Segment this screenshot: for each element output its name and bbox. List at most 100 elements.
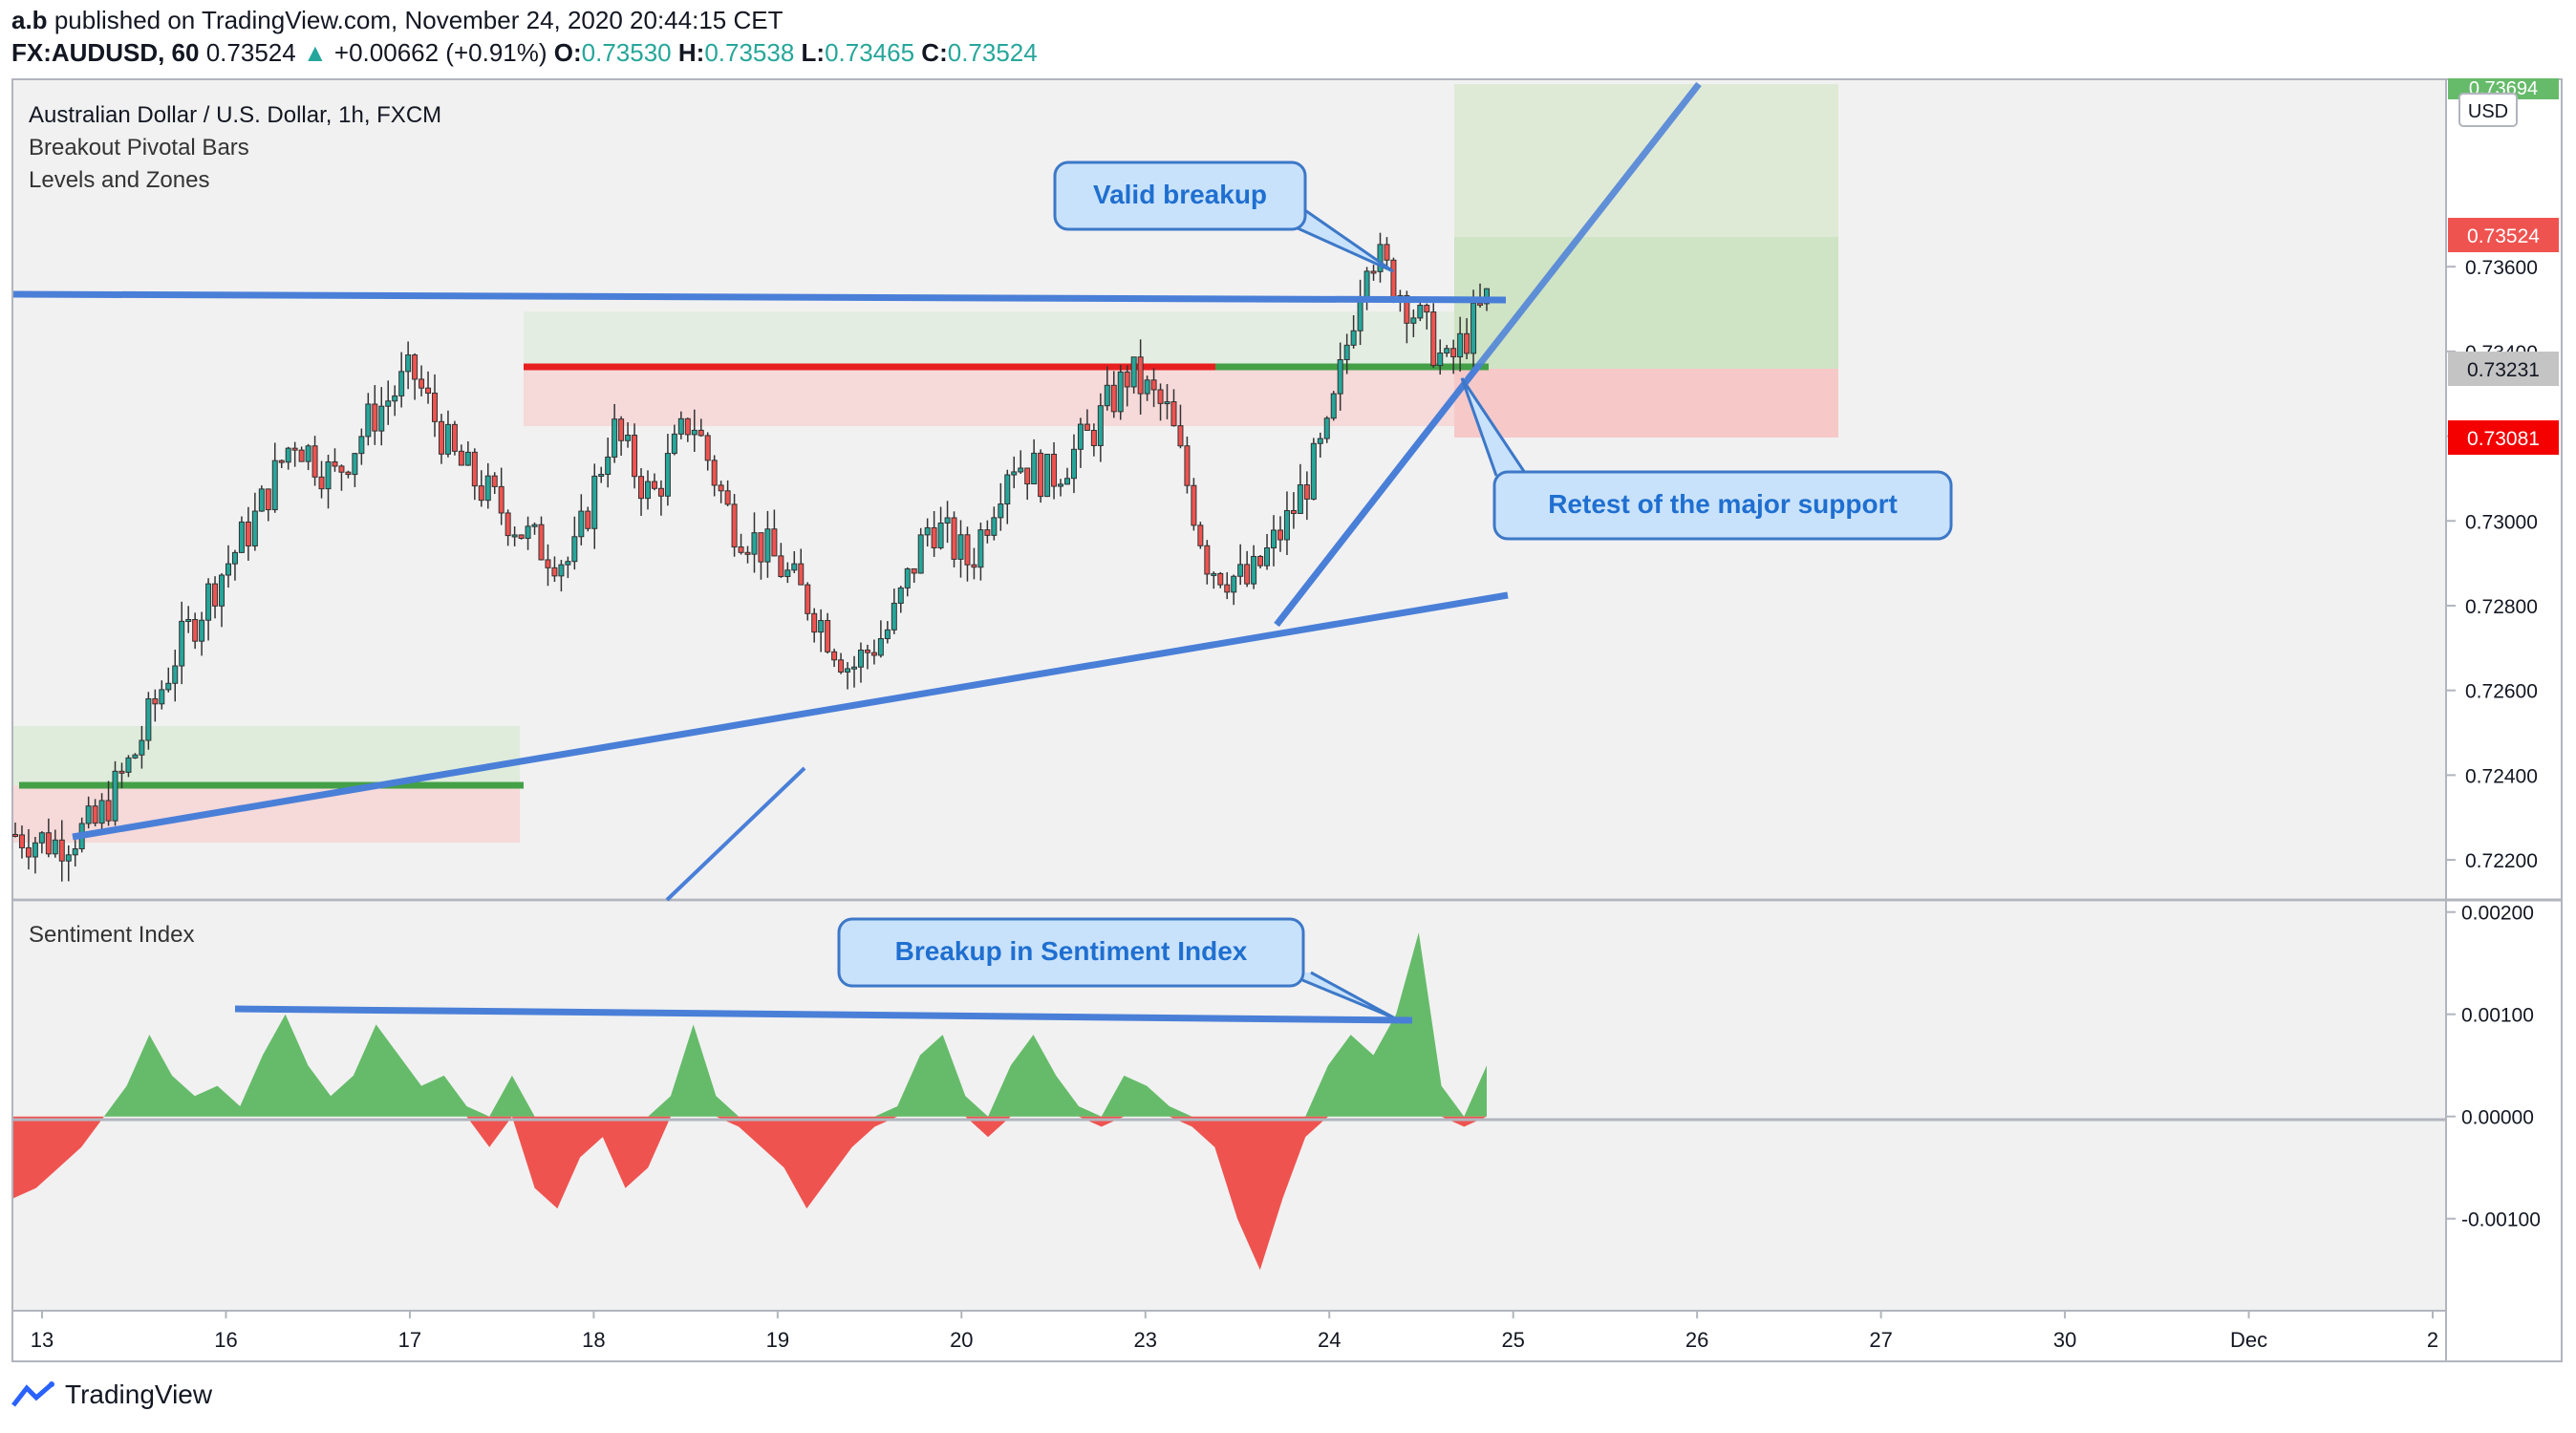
stop-price-badge-text: 0.73081 bbox=[2467, 428, 2540, 450]
candle-body bbox=[265, 488, 271, 511]
candle-body bbox=[711, 460, 718, 486]
candle-body bbox=[478, 485, 484, 502]
rising-support-trendline[interactable] bbox=[72, 591, 1509, 841]
candle-body bbox=[565, 561, 571, 566]
candle-body bbox=[805, 584, 811, 614]
time-tick-label: 17 bbox=[398, 1328, 421, 1352]
candle-body bbox=[258, 488, 265, 512]
candle-body bbox=[352, 453, 358, 476]
steep-support-trendline[interactable] bbox=[1274, 362, 1482, 628]
candle-body bbox=[558, 564, 565, 577]
time-tick-label: 23 bbox=[1134, 1328, 1157, 1352]
retest-callout[interactable] bbox=[1492, 470, 1953, 541]
target-zone-upper bbox=[1454, 84, 1838, 237]
footer-brand[interactable]: TradingView bbox=[11, 1380, 212, 1410]
legend-indicator-2[interactable]: Levels and Zones bbox=[29, 167, 209, 193]
candle-body bbox=[798, 563, 805, 586]
candle-body bbox=[38, 832, 45, 844]
candle-body bbox=[1231, 575, 1237, 593]
candle-body bbox=[1031, 452, 1038, 485]
candle-body bbox=[1277, 529, 1283, 541]
candle-body bbox=[612, 418, 618, 458]
candle-body bbox=[432, 393, 439, 422]
open-value: 0.73530 bbox=[581, 38, 672, 67]
candle-body bbox=[1337, 359, 1343, 395]
candle-body bbox=[578, 510, 585, 538]
open-label: O: bbox=[553, 38, 582, 67]
candle-body bbox=[1310, 442, 1317, 500]
candle-body bbox=[278, 460, 285, 463]
valid-breakup-callout[interactable] bbox=[1053, 160, 1307, 231]
candle-body bbox=[291, 447, 298, 451]
candle-body bbox=[458, 450, 464, 466]
candle-body bbox=[438, 420, 444, 455]
time-axis[interactable]: 13 16 17 18 19 20 23 24 25 26 27 30 Dec 2 bbox=[31, 1311, 2438, 1352]
mid-green-zone bbox=[524, 311, 1489, 367]
candle-body bbox=[32, 842, 38, 858]
candle-body bbox=[238, 521, 245, 553]
time-tick-label: 24 bbox=[1318, 1328, 1341, 1352]
candle-body bbox=[378, 405, 385, 432]
candle-body bbox=[924, 526, 931, 536]
symbol-name[interactable]: FX:AUDUSD, 60 bbox=[11, 38, 200, 67]
candle-body bbox=[764, 528, 771, 563]
candle-body bbox=[1350, 330, 1357, 346]
candle-body bbox=[1018, 467, 1024, 473]
candle-body bbox=[444, 423, 451, 455]
candle-body bbox=[118, 770, 125, 774]
candle-body bbox=[325, 460, 332, 490]
currency-button[interactable] bbox=[2458, 93, 2518, 127]
low-value: 0.73465 bbox=[825, 38, 915, 67]
candle-body bbox=[1150, 379, 1157, 391]
candle-body bbox=[1097, 405, 1104, 446]
candle-body bbox=[464, 451, 471, 466]
candle-body bbox=[1004, 474, 1011, 505]
candle-body bbox=[1317, 438, 1323, 444]
time-tick-label: 27 bbox=[1869, 1328, 1892, 1352]
sentiment-trendline[interactable] bbox=[234, 1005, 1413, 1024]
candle-body bbox=[285, 447, 291, 463]
candle-body bbox=[1204, 545, 1211, 575]
candle-body bbox=[199, 619, 205, 642]
candle-body bbox=[1191, 484, 1197, 526]
steep-trendline-extension[interactable] bbox=[1476, 81, 1702, 368]
upper-horizontal-trendline[interactable] bbox=[12, 290, 1507, 304]
last-price-badge-text: 0.73524 bbox=[2467, 225, 2540, 247]
candle-body bbox=[1244, 564, 1251, 585]
candle-body bbox=[511, 534, 518, 538]
candle-body bbox=[491, 475, 498, 487]
time-tick-label: Dec bbox=[2230, 1328, 2267, 1352]
candle-body bbox=[1177, 425, 1184, 447]
candle-body bbox=[857, 649, 864, 668]
candle-body bbox=[1444, 348, 1450, 354]
stop-price-badge bbox=[2448, 420, 2559, 455]
retest-pointer bbox=[1460, 377, 1529, 477]
price-axis[interactable]: 0.736000.734000.732000.730000.728000.726… bbox=[2446, 257, 2538, 872]
valid-breakup-pointer bbox=[1295, 204, 1394, 273]
candle-body bbox=[751, 532, 758, 555]
channel-continuation-line[interactable] bbox=[665, 766, 806, 902]
candle-body bbox=[811, 612, 818, 633]
time-tick-label: 26 bbox=[1685, 1328, 1708, 1352]
sentiment-axis[interactable]: 0.00200 0.00100 0.00000 -0.00100 bbox=[2446, 903, 2541, 1231]
candle-body bbox=[551, 567, 558, 577]
legend-title[interactable]: Australian Dollar / U.S. Dollar, 1h, FXC… bbox=[29, 102, 441, 128]
time-tick-label: 13 bbox=[31, 1328, 54, 1352]
candle-body bbox=[358, 436, 365, 455]
sentiment-legend[interactable]: Sentiment Index bbox=[29, 922, 194, 948]
candle-body bbox=[778, 555, 784, 578]
candle-body bbox=[884, 629, 891, 640]
candle-body bbox=[1044, 453, 1051, 498]
candle-body bbox=[964, 534, 971, 566]
candle-body bbox=[318, 476, 325, 490]
sentiment-tick-label: -0.00100 bbox=[2461, 1209, 2541, 1231]
candle-body bbox=[1417, 305, 1424, 319]
candle-body bbox=[1343, 344, 1350, 361]
price-change: +0.00662 (+0.91%) bbox=[333, 38, 547, 67]
sentiment-callout[interactable] bbox=[837, 917, 1305, 988]
candle-body bbox=[698, 429, 704, 437]
legend-indicator-1[interactable]: Breakout Pivotal Bars bbox=[29, 135, 249, 160]
candle-body bbox=[671, 433, 677, 455]
candle-body bbox=[1070, 448, 1077, 480]
